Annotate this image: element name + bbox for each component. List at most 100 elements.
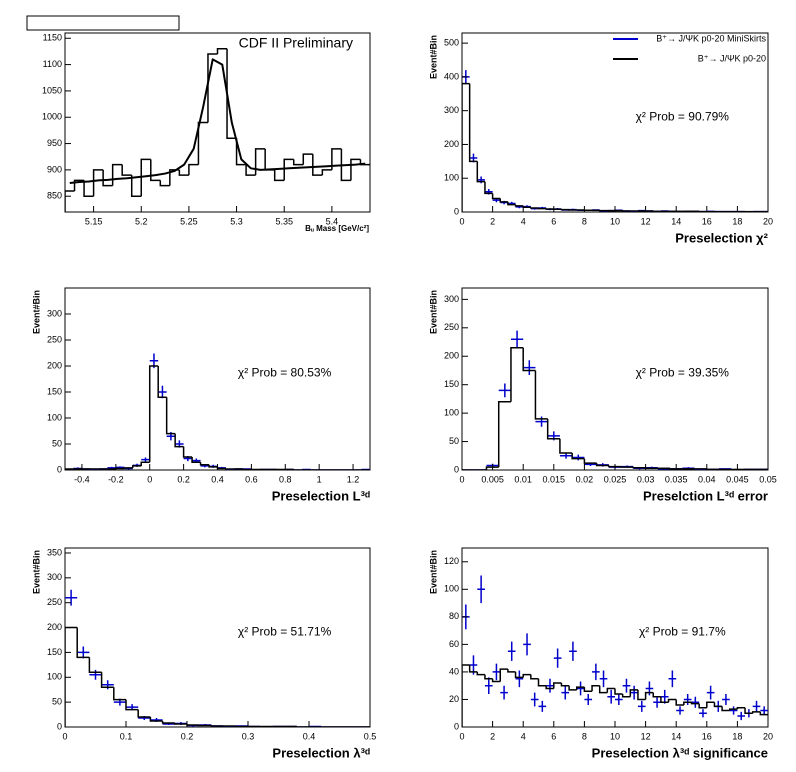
y-tick-label: 400 xyxy=(444,71,459,81)
y-tick-label: 100 xyxy=(47,672,62,682)
y-tick-label: 20 xyxy=(449,694,459,704)
data-point xyxy=(158,385,167,399)
plot-area xyxy=(65,48,370,212)
hist-bin xyxy=(113,687,126,701)
data-point xyxy=(515,670,524,688)
y-tick-label: 0 xyxy=(57,721,62,731)
x-tick-label: 0.2 xyxy=(177,474,190,484)
hist-bin xyxy=(159,180,170,187)
hist-bin xyxy=(595,463,609,467)
hist-bin xyxy=(157,366,167,398)
hist-bin xyxy=(102,169,113,187)
hist-bin xyxy=(514,204,524,207)
data-point xyxy=(510,330,524,348)
hist-bin xyxy=(491,678,501,683)
x-tick-label: 20 xyxy=(763,216,773,226)
hist-bin xyxy=(161,721,175,724)
hist-bin xyxy=(123,467,133,469)
hist-bin xyxy=(591,684,600,692)
hist-bin xyxy=(583,458,597,464)
hist-bin xyxy=(174,723,187,725)
x-tick-label: 0 xyxy=(459,474,464,484)
hist-bin xyxy=(125,699,139,711)
data-point xyxy=(637,700,646,712)
hist-bin xyxy=(242,468,252,470)
y-tick-label: 150 xyxy=(47,647,62,657)
hist-bin xyxy=(568,685,577,691)
x-tick-label: 6 xyxy=(551,216,556,226)
hist-bin xyxy=(484,674,493,680)
plot-area xyxy=(65,353,370,470)
hist-bin xyxy=(100,672,114,688)
y-tick-label: 100 xyxy=(444,584,459,594)
hist-bin xyxy=(65,190,75,212)
hist-bin xyxy=(321,169,332,176)
y-tick-label: 100 xyxy=(444,408,459,418)
panel: 0 0.005 0.01 0.015 0.02 0.025 0.03 0.035 0.04 0.0… xyxy=(428,287,777,503)
y-tick-label: 0 xyxy=(454,721,459,731)
hist-bin xyxy=(293,159,304,166)
x-tick-label: 8 xyxy=(582,731,587,741)
y-tick-label: 150 xyxy=(47,386,62,396)
y-tick-label: 50 xyxy=(52,438,62,448)
hist-bin xyxy=(216,48,228,55)
hist-bin xyxy=(614,688,623,695)
hist-bin xyxy=(637,689,646,701)
hist-bin xyxy=(312,154,323,176)
y-axis-label: Event#Bin xyxy=(31,290,41,334)
y-tick-label: 200 xyxy=(47,360,62,370)
x-tick-label: 0.045 xyxy=(726,474,749,484)
hist-bin xyxy=(65,626,78,727)
hist-bin xyxy=(76,627,90,659)
data-point xyxy=(89,669,102,680)
data-point xyxy=(622,678,631,693)
x-tick-label: 8 xyxy=(582,216,587,226)
x-tick-label: 14 xyxy=(671,216,681,226)
data-point xyxy=(660,689,669,704)
hist-bin xyxy=(350,158,361,181)
x-tick-label: 0.2 xyxy=(181,731,194,741)
hist-bin xyxy=(225,468,235,470)
x-tick-label: 0.8 xyxy=(279,474,292,484)
data-point xyxy=(676,706,684,715)
hist-bin xyxy=(499,668,508,682)
hist-bin xyxy=(534,370,548,420)
x-tick-label: 0.01 xyxy=(514,474,532,484)
y-tick-label: 50 xyxy=(52,697,62,707)
hist-bin xyxy=(608,465,622,468)
y-tick-label: 80 xyxy=(449,611,459,621)
hist-bin xyxy=(92,169,104,197)
hist-bin xyxy=(283,158,294,181)
x-tick-label: 18 xyxy=(732,731,742,741)
plot-frame xyxy=(461,287,769,471)
hist-bin xyxy=(293,469,303,470)
panel: 5.15 5.2 5.25 5.3 5.35 5.4 850 900 950 1000 1050 11… xyxy=(42,32,371,233)
hist-bin xyxy=(522,347,536,372)
hist-bin xyxy=(644,467,658,470)
y-tick-label: 150 xyxy=(444,379,459,389)
y-tick-label: 850 xyxy=(47,191,62,201)
hist-bin xyxy=(476,671,485,676)
y-tick-label: 200 xyxy=(444,139,459,149)
hist-bin xyxy=(462,82,470,212)
hist-bin xyxy=(545,685,554,690)
hist-bin xyxy=(65,468,74,470)
y-tick-label: 900 xyxy=(47,164,62,174)
x-tick-label: 4 xyxy=(521,216,526,226)
y-tick-label: 0 xyxy=(454,206,459,216)
plot-frame xyxy=(461,32,769,213)
data-point xyxy=(760,706,768,715)
y-axis-label: Event#Bin xyxy=(31,550,41,594)
hist-bin xyxy=(150,159,161,182)
data-point xyxy=(572,454,585,461)
x-tick-label: 0.04 xyxy=(698,474,716,484)
hist-bin xyxy=(140,461,150,466)
data-point xyxy=(553,648,562,668)
hist-bin xyxy=(667,698,677,703)
hist-bin xyxy=(744,707,753,714)
data-point xyxy=(546,678,554,693)
x-tick-label: 0.4 xyxy=(211,474,224,484)
hist-bin xyxy=(553,682,562,689)
hist-bin xyxy=(73,179,85,191)
